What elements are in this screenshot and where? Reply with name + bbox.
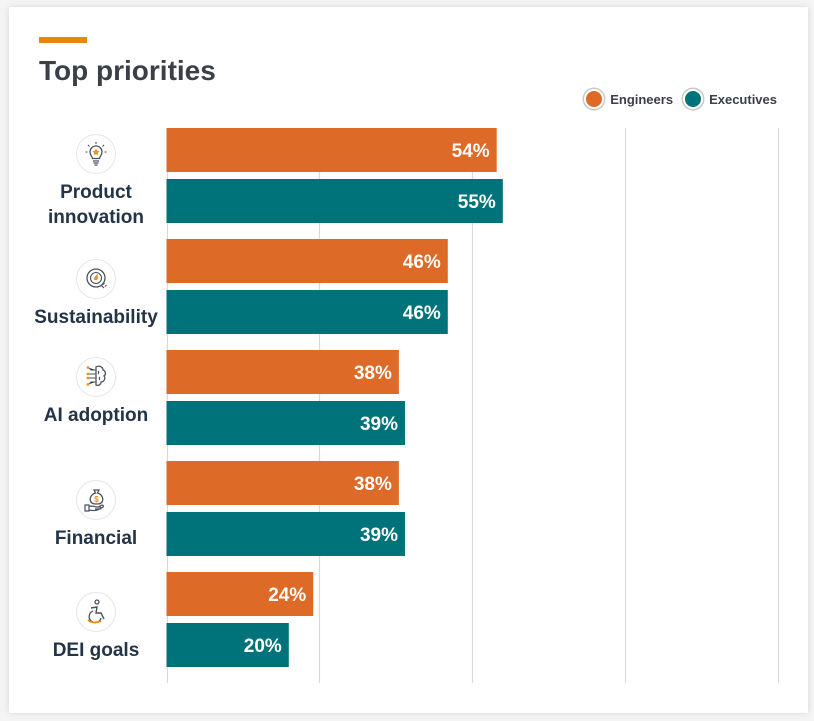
category-sustainability: Sustainability (16, 259, 176, 330)
data-label-executives-4: 20% (244, 636, 282, 657)
legend-swatch-executives (683, 89, 704, 109)
bar-executives-2[interactable] (166, 401, 405, 445)
wheelchair-icon (76, 592, 116, 632)
category-label: Financial (54, 528, 138, 549)
category-financial: $ Financial (16, 480, 176, 551)
bar-engineers-3[interactable] (166, 461, 399, 505)
bar-executives-1[interactable] (166, 290, 448, 334)
data-label-executives-2: 39% (360, 414, 398, 435)
bar-engineers-0[interactable] (166, 128, 497, 172)
data-label-engineers-2: 38% (354, 363, 392, 384)
data-label-engineers-0: 54% (452, 141, 490, 162)
chart-card (9, 7, 808, 713)
bar-executives-0[interactable] (166, 179, 503, 223)
data-label-engineers-4: 24% (268, 585, 306, 606)
lightbulb-star-icon (76, 134, 116, 174)
bar-engineers-1[interactable] (166, 239, 448, 283)
category-label: Sustainability (34, 307, 158, 328)
data-label-engineers-3: 38% (354, 474, 392, 495)
category-label: DEI goals (52, 640, 140, 661)
category-dei-goals: DEI goals (16, 592, 176, 663)
title-accent-bar (39, 37, 87, 43)
money-bag-hand-icon: $ (76, 480, 116, 520)
legend: Engineers Executives (584, 89, 777, 109)
leaf-plug-icon (76, 259, 116, 299)
svg-text:$: $ (94, 495, 99, 504)
chart-title: Top priorities (39, 55, 216, 86)
legend-item-executives[interactable]: Executives (683, 89, 777, 109)
bar-executives-3[interactable] (166, 512, 405, 556)
category-product-innovation: Product innovation (16, 134, 176, 230)
category-label: Product innovation (47, 182, 145, 228)
legend-item-engineers[interactable]: Engineers (584, 89, 673, 109)
brain-circuit-icon (76, 357, 116, 397)
data-label-executives-1: 46% (403, 303, 441, 324)
legend-swatch-engineers (584, 89, 605, 109)
bar-engineers-2[interactable] (166, 350, 399, 394)
bar-engineers-4[interactable] (166, 572, 314, 616)
legend-label-executives: Executives (709, 91, 777, 107)
data-label-executives-3: 39% (360, 525, 398, 546)
legend-label-engineers: Engineers (610, 91, 674, 107)
category-label: AI adoption (43, 405, 149, 426)
bar-executives-4[interactable] (166, 623, 289, 667)
category-ai-adoption: AI adoption (16, 357, 176, 428)
data-label-engineers-1: 46% (403, 252, 441, 273)
data-label-executives-0: 55% (458, 192, 496, 213)
